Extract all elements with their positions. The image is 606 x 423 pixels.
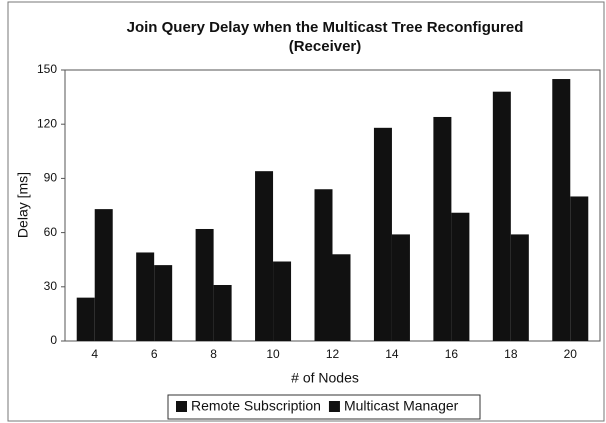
bar xyxy=(94,209,113,341)
x-tick-label: 8 xyxy=(210,347,217,361)
y-tick-label: 30 xyxy=(44,279,58,293)
bar xyxy=(510,234,529,341)
y-tick-label: 120 xyxy=(37,116,57,130)
y-axis-label: Delay [ms] xyxy=(15,172,31,238)
legend-label: Multicast Manager xyxy=(344,398,459,414)
x-tick-label: 4 xyxy=(91,347,98,361)
bar xyxy=(451,212,470,341)
bar xyxy=(433,116,452,342)
x-tick-label: 18 xyxy=(504,347,518,361)
bar xyxy=(314,189,333,341)
x-tick-label: 6 xyxy=(151,347,158,361)
bar xyxy=(255,171,274,341)
y-tick-label: 60 xyxy=(44,225,58,239)
bar xyxy=(492,91,511,342)
y-tick-label: 150 xyxy=(37,62,57,76)
bar xyxy=(136,252,155,341)
bar xyxy=(195,228,214,341)
legend-swatch xyxy=(328,401,340,412)
bar xyxy=(273,261,292,341)
x-tick-label: 10 xyxy=(266,347,280,361)
bar xyxy=(213,284,232,341)
x-axis-label: # of Nodes xyxy=(291,370,359,386)
x-tick-label: 14 xyxy=(385,347,399,361)
frame xyxy=(7,1,605,422)
legend-swatch xyxy=(176,401,187,412)
bar xyxy=(552,79,571,342)
y-tick-label: 0 xyxy=(50,333,57,347)
bar xyxy=(570,196,589,341)
y-tick-label: 90 xyxy=(44,171,58,185)
bar xyxy=(154,265,173,341)
chart-title: Join Query Delay when the Multicast Tree… xyxy=(127,19,524,36)
bar xyxy=(373,127,392,342)
bar xyxy=(76,297,95,341)
x-tick-label: 16 xyxy=(445,347,459,361)
x-tick-label: 12 xyxy=(326,347,340,361)
legend-label: Remote Subscription xyxy=(191,398,321,414)
x-tick-label: 20 xyxy=(564,347,578,361)
bar xyxy=(391,234,410,341)
bar xyxy=(332,254,351,341)
chart-subtitle: (Receiver) xyxy=(289,38,362,55)
legend-box xyxy=(167,394,481,420)
